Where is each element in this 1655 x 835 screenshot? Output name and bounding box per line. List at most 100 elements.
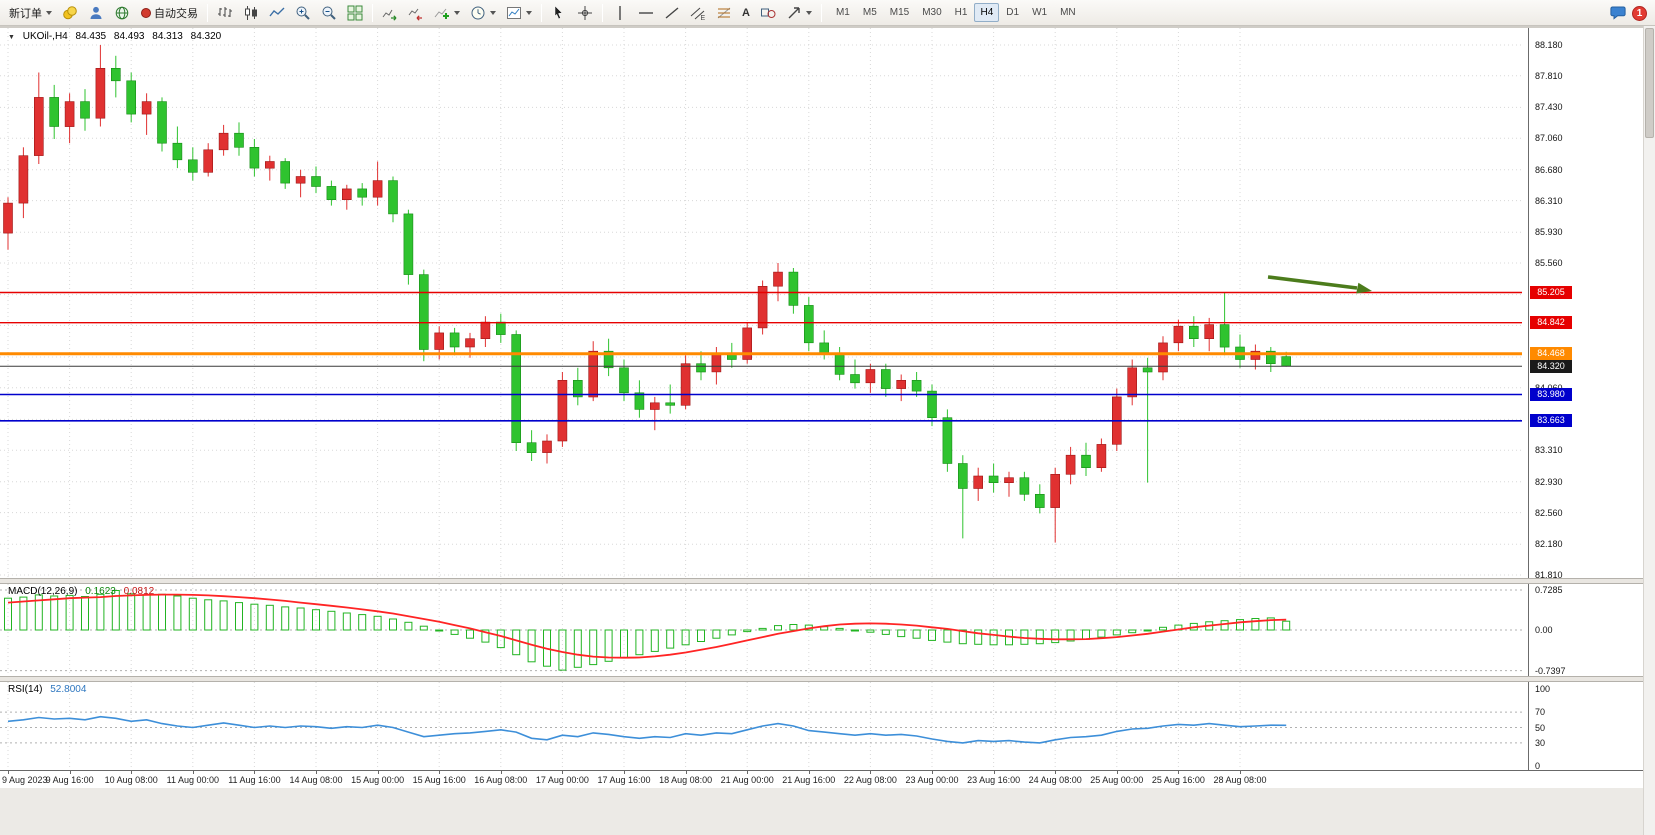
time-tick xyxy=(1055,771,1057,774)
vertical-line-tool-button[interactable] xyxy=(607,2,633,24)
macd-indicator-label: MACD(12,26,9) 0.1623 0.0812 xyxy=(8,586,159,597)
caret-down-icon xyxy=(46,10,52,15)
crosshair-button[interactable] xyxy=(572,2,598,24)
timeframe-button-mn[interactable]: MN xyxy=(1060,7,1076,18)
expander-icon[interactable]: ▼ xyxy=(8,34,15,41)
text-tool-icon: A xyxy=(742,6,750,19)
rsi-panel-canvas[interactable] xyxy=(0,682,1528,770)
time-axis-label: 10 Aug 08:00 xyxy=(104,775,158,785)
vertical-scrollbar[interactable] xyxy=(1643,26,1655,835)
auto-scroll-button[interactable] xyxy=(377,2,403,24)
rsi-scale-label: 30 xyxy=(1535,737,1546,748)
price-badge-84.320: 84.320 xyxy=(1530,359,1572,373)
rsi-value: 52.8004 xyxy=(50,684,87,695)
time-axis-label: 23 Aug 00:00 xyxy=(905,775,959,785)
tile-windows-button[interactable] xyxy=(342,2,368,24)
time-tick xyxy=(685,771,687,774)
timeframe-button-w1[interactable]: W1 xyxy=(1032,7,1048,18)
rsi-scale-label: 50 xyxy=(1535,722,1546,733)
panel-splitter[interactable] xyxy=(0,676,1643,682)
price-scale-label: 87.810 xyxy=(1535,70,1563,81)
trendline-icon xyxy=(665,6,679,19)
time-tick xyxy=(131,771,133,774)
shapes-icon xyxy=(760,8,776,18)
time-axis-label: 22 Aug 08:00 xyxy=(843,775,897,785)
cursor-icon xyxy=(554,4,563,19)
crosshair-icon xyxy=(578,5,592,20)
timeframe-toolbar: M1 M5 M15 M30 H1 H4 D1 W1 MN xyxy=(830,3,1082,22)
price-scale-label: 82.180 xyxy=(1535,539,1563,550)
periods-button[interactable] xyxy=(465,2,501,24)
price-badge-84.468: 84.468 xyxy=(1530,347,1572,361)
scrollbar-thumb[interactable] xyxy=(1645,28,1654,138)
chart-window-border xyxy=(0,26,1655,28)
horizontal-line-tool-button[interactable] xyxy=(633,2,659,24)
caret-down-icon xyxy=(454,10,460,15)
toolbar-separator xyxy=(820,3,822,22)
timeframe-button-m15[interactable]: M15 xyxy=(889,7,910,18)
chat-icon[interactable] xyxy=(1610,5,1626,21)
timeframe-button-d1[interactable]: D1 xyxy=(1006,7,1020,18)
shapes-tool-button[interactable] xyxy=(755,2,781,24)
indicators-button[interactable] xyxy=(429,2,465,24)
time-tick xyxy=(192,771,194,774)
caret-down-icon xyxy=(805,10,812,15)
text-tool-button[interactable]: A xyxy=(737,2,755,24)
price-chart-canvas[interactable] xyxy=(0,28,1528,578)
timeframe-button-m30[interactable]: M30 xyxy=(922,7,942,18)
time-tick xyxy=(932,771,933,774)
zoom-in-button[interactable] xyxy=(290,2,316,24)
arrows-tool-button[interactable] xyxy=(781,2,817,24)
bar-chart-button[interactable] xyxy=(212,2,238,24)
time-axis-label: 21 Aug 00:00 xyxy=(720,775,774,785)
price-axis[interactable]: 88.180 87.810 87.430 87.060 86.680 86.310 85.9… xyxy=(1528,28,1643,771)
caret-down-icon xyxy=(490,10,496,15)
time-tick xyxy=(1178,771,1180,774)
price-scale-label: 87.060 xyxy=(1535,133,1563,144)
timeframe-button-m1[interactable]: M1 xyxy=(835,7,850,18)
notification-badge[interactable]: 1 xyxy=(1632,5,1647,21)
time-axis-label: 28 Aug 08:00 xyxy=(1213,775,1267,785)
rsi-name: RSI(14) xyxy=(8,684,43,695)
candlestick-chart-button[interactable] xyxy=(238,2,264,24)
cursor-button[interactable] xyxy=(546,2,572,24)
templates-button[interactable] xyxy=(501,2,537,24)
chart-ohlc-header: ▼ UKOil-,H4 84.435 84.493 84.313 84.320 xyxy=(8,31,226,42)
rsi-scale-label: 100 xyxy=(1535,684,1551,694)
autotrade-button[interactable]: 自动交易 xyxy=(135,2,203,24)
new-order-button[interactable]: 新订单 xyxy=(4,2,57,24)
timeframe-button-m5[interactable]: M5 xyxy=(862,7,877,18)
fibonacci-tool-button[interactable] xyxy=(711,2,737,24)
panel-splitter[interactable] xyxy=(0,578,1643,584)
new-order-label: 新订单 xyxy=(9,7,42,20)
time-axis[interactable]: 9 Aug 2023 9 Aug 16:00 10 Aug 08:00 11 Aug … xyxy=(0,770,1643,788)
zoom-out-button[interactable] xyxy=(316,2,342,24)
chart-shift-button[interactable] xyxy=(403,2,429,24)
account-button[interactable] xyxy=(83,2,109,24)
macd-panel-canvas[interactable] xyxy=(0,584,1528,676)
time-tick xyxy=(747,771,749,774)
timeframe-button-h1[interactable]: H1 xyxy=(954,7,968,18)
vertical-line-icon xyxy=(619,5,621,20)
trendline-tool-button[interactable] xyxy=(659,2,685,24)
macd-scale-label: 0.00 xyxy=(1535,625,1553,635)
arrow-annotation[interactable] xyxy=(1267,275,1372,294)
price-badge-83.663: 83.663 xyxy=(1530,414,1572,428)
price-scale-label: 82.930 xyxy=(1535,476,1563,487)
time-axis-label: 25 Aug 16:00 xyxy=(1151,775,1205,785)
clock-icon xyxy=(471,6,485,19)
low-value: 84.313 xyxy=(152,31,183,42)
time-tick xyxy=(8,771,9,774)
time-axis-label: 23 Aug 16:00 xyxy=(967,775,1021,785)
channel-tool-button[interactable]: E xyxy=(685,2,711,24)
price-scale-label: 81.810 xyxy=(1535,570,1563,580)
auto-scroll-icon xyxy=(382,9,397,21)
time-tick xyxy=(624,771,625,774)
line-chart-button[interactable] xyxy=(264,2,290,24)
gold-coins-icon xyxy=(63,5,77,19)
deposit-button[interactable] xyxy=(57,2,83,24)
zoom-in-icon xyxy=(296,6,310,20)
timeframe-button-h4[interactable]: H4 xyxy=(974,3,1000,22)
community-button[interactable] xyxy=(109,2,135,24)
